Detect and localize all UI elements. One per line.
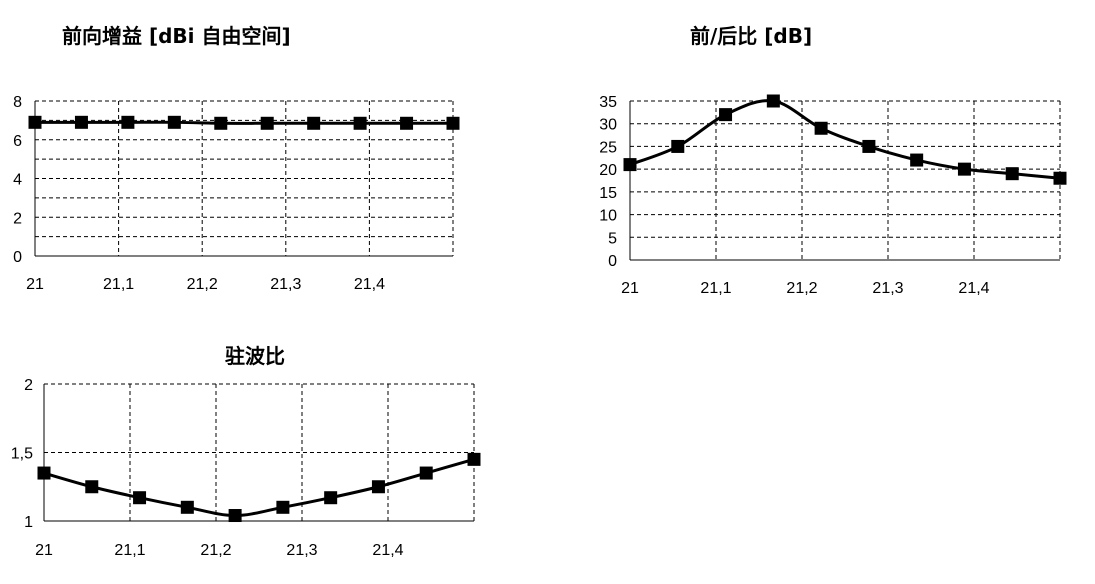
front-back-chart-title: 前/后比 [dB]: [690, 24, 813, 48]
swr-data-point: [324, 491, 338, 505]
swr-data-point: [37, 466, 51, 480]
fb-x-tick-label: 21,4: [958, 280, 989, 297]
gain-y-tick-label: 2: [13, 210, 22, 227]
swr-chart: 1 1,5 2 21 21,1 21,2 21,3 21,4: [11, 377, 481, 559]
gain-data-point: [400, 116, 414, 130]
fb-y-tick-label: 10: [599, 208, 617, 225]
gain-data-point: [74, 115, 88, 129]
fb-y-tick-label: 5: [608, 230, 617, 247]
fb-y-tick-label: 0: [608, 253, 617, 270]
gain-data-point: [28, 115, 42, 129]
gain-chart: 0 2 4 6 8 21 21,1 21,2 21,3 21,4: [13, 94, 460, 293]
fb-data-point: [814, 121, 828, 135]
swr-y-tick-label: 1,5: [11, 446, 33, 463]
gain-x-tick-label: 21,4: [354, 276, 385, 293]
fb-y-tick-label: 35: [599, 94, 617, 111]
fb-chart: 0 5 10 15 20 25 30 35 21 21,1 21,2 21,3 21,4: [599, 94, 1067, 297]
swr-y-tick-label: 1: [24, 514, 33, 531]
gain-y-tick-label: 0: [13, 249, 22, 266]
fb-x-tick-label: 21: [621, 280, 639, 297]
fb-data-point: [719, 108, 733, 122]
swr-x-tick-label: 21,3: [286, 542, 317, 559]
fb-y-tick-label: 15: [599, 185, 617, 202]
gain-data-point: [446, 116, 460, 130]
gain-data-point: [121, 115, 135, 129]
fb-data-point: [671, 139, 685, 153]
gain-x-tick-label: 21,1: [103, 276, 134, 293]
fb-data-point: [623, 158, 637, 172]
fb-series-line: [629, 99, 1061, 180]
swr-data-point: [228, 509, 242, 523]
fb-x-tick-label: 21,1: [700, 280, 731, 297]
fb-y-tick-label: 20: [599, 162, 617, 179]
swr-data-point: [371, 480, 385, 494]
fb-data-point: [910, 153, 924, 167]
swr-data-point: [133, 491, 147, 505]
swr-y-tick-label: 2: [24, 377, 33, 394]
swr-data-point: [467, 452, 481, 466]
gain-y-tick-label: 8: [13, 94, 22, 111]
swr-data-point: [276, 500, 290, 514]
swr-chart-title: 驻波比: [225, 344, 285, 368]
fb-data-point: [1053, 171, 1067, 185]
gain-data-point: [260, 116, 274, 130]
gain-data-point: [214, 116, 228, 130]
fb-x-tick-label: 21,3: [872, 280, 903, 297]
swr-data-point: [180, 500, 194, 514]
gain-y-tick-label: 4: [13, 172, 22, 189]
gain-series-line: [35, 120, 453, 125]
fb-data-point: [1005, 167, 1019, 181]
fb-data-point: [766, 94, 780, 108]
swr-data-point: [85, 480, 99, 494]
gain-data-point: [167, 115, 181, 129]
gain-data-point: [307, 116, 321, 130]
fb-data-point: [957, 162, 971, 176]
fb-x-tick-label: 21,2: [786, 280, 817, 297]
gain-data-point: [353, 116, 367, 130]
swr-data-point: [419, 466, 433, 480]
fb-y-tick-label: 25: [599, 139, 617, 156]
gain-chart-title: 前向增益 [dBi 自由空间]: [62, 24, 291, 48]
fb-data-point: [862, 139, 876, 153]
gain-x-tick-label: 21,3: [270, 276, 301, 293]
swr-x-tick-label: 21: [35, 542, 53, 559]
swr-x-tick-label: 21,1: [114, 542, 145, 559]
gain-x-tick-label: 21,2: [187, 276, 218, 293]
gain-x-tick-label: 21: [26, 276, 44, 293]
fb-y-tick-label: 30: [599, 117, 617, 134]
gain-y-tick-label: 6: [13, 133, 22, 150]
swr-x-tick-label: 21,2: [200, 542, 231, 559]
swr-x-tick-label: 21,4: [372, 542, 403, 559]
swr-series-line: [43, 457, 475, 518]
